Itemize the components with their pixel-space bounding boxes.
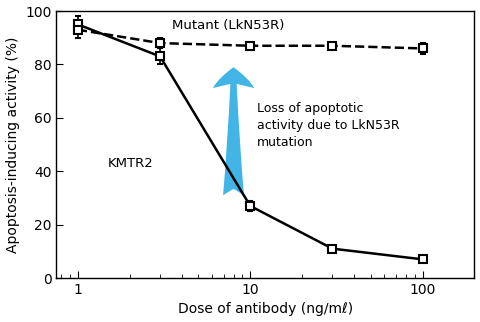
Text: Loss of apoptotic
activity due to LkN53R
mutation: Loss of apoptotic activity due to LkN53R… xyxy=(257,102,400,149)
Y-axis label: Apoptosis-inducing activity (%): Apoptosis-inducing activity (%) xyxy=(6,36,20,253)
X-axis label: Dose of antibody (ng/mℓ): Dose of antibody (ng/mℓ) xyxy=(178,302,353,317)
Text: KMTR2: KMTR2 xyxy=(108,157,154,170)
Text: Mutant (LkN53R): Mutant (LkN53R) xyxy=(172,19,284,32)
